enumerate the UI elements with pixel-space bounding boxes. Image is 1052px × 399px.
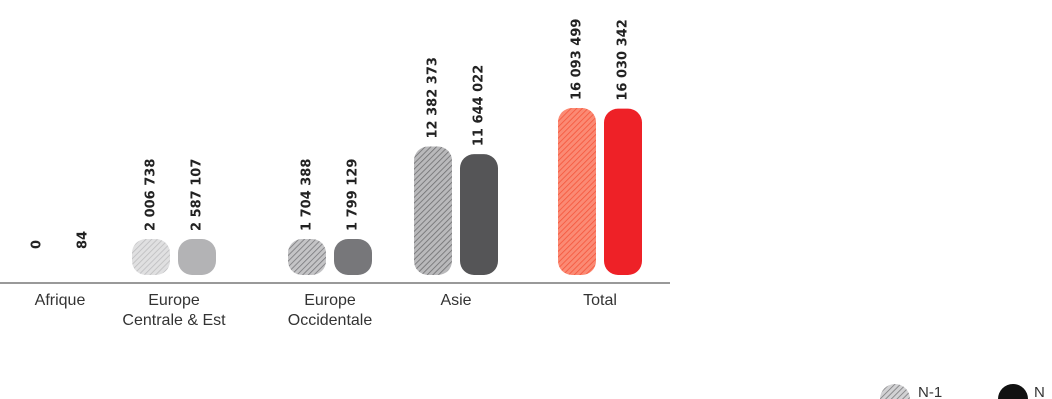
category-label-2: Europe Occidentale xyxy=(288,292,373,329)
value-label-n-1: 2 587 107 xyxy=(190,159,205,231)
value-label-n-1-3: 12 382 373 xyxy=(426,57,441,138)
legend: N-1 N xyxy=(880,384,1045,399)
value-label-n-2: 1 799 129 xyxy=(346,159,361,231)
bar-n-1-4 xyxy=(558,108,596,275)
legend-swatch-n-1 xyxy=(880,384,910,399)
category-label-1: Europe Centrale & Est xyxy=(122,292,226,329)
category-label-4: Total xyxy=(583,292,617,309)
legend-label-n-1: N-1 xyxy=(918,384,942,399)
bar-n-1-3 xyxy=(414,146,452,275)
value-label-n-1-0: 0 xyxy=(30,240,45,249)
value-label-n-0: 84 xyxy=(76,231,91,249)
value-label-n-1-2: 1 704 388 xyxy=(300,159,315,231)
bar-n-1-2 xyxy=(288,239,326,275)
category-label-3: Asie xyxy=(440,292,471,309)
bar-n-1 xyxy=(178,239,216,275)
legend-swatch-n xyxy=(998,384,1028,399)
legend-label-n: N xyxy=(1034,384,1045,399)
bar-n-3 xyxy=(460,154,498,275)
value-label-n-1-1: 2 006 738 xyxy=(144,159,159,231)
bar-n-4 xyxy=(604,108,642,276)
category-label-0: Afrique xyxy=(35,292,86,309)
bar-n-2 xyxy=(334,239,372,275)
bar-n-1-1 xyxy=(132,239,170,275)
value-label-n-4: 16 030 342 xyxy=(616,19,631,100)
value-label-n-3: 11 644 022 xyxy=(472,65,487,146)
value-label-n-1-4: 16 093 499 xyxy=(570,19,585,100)
